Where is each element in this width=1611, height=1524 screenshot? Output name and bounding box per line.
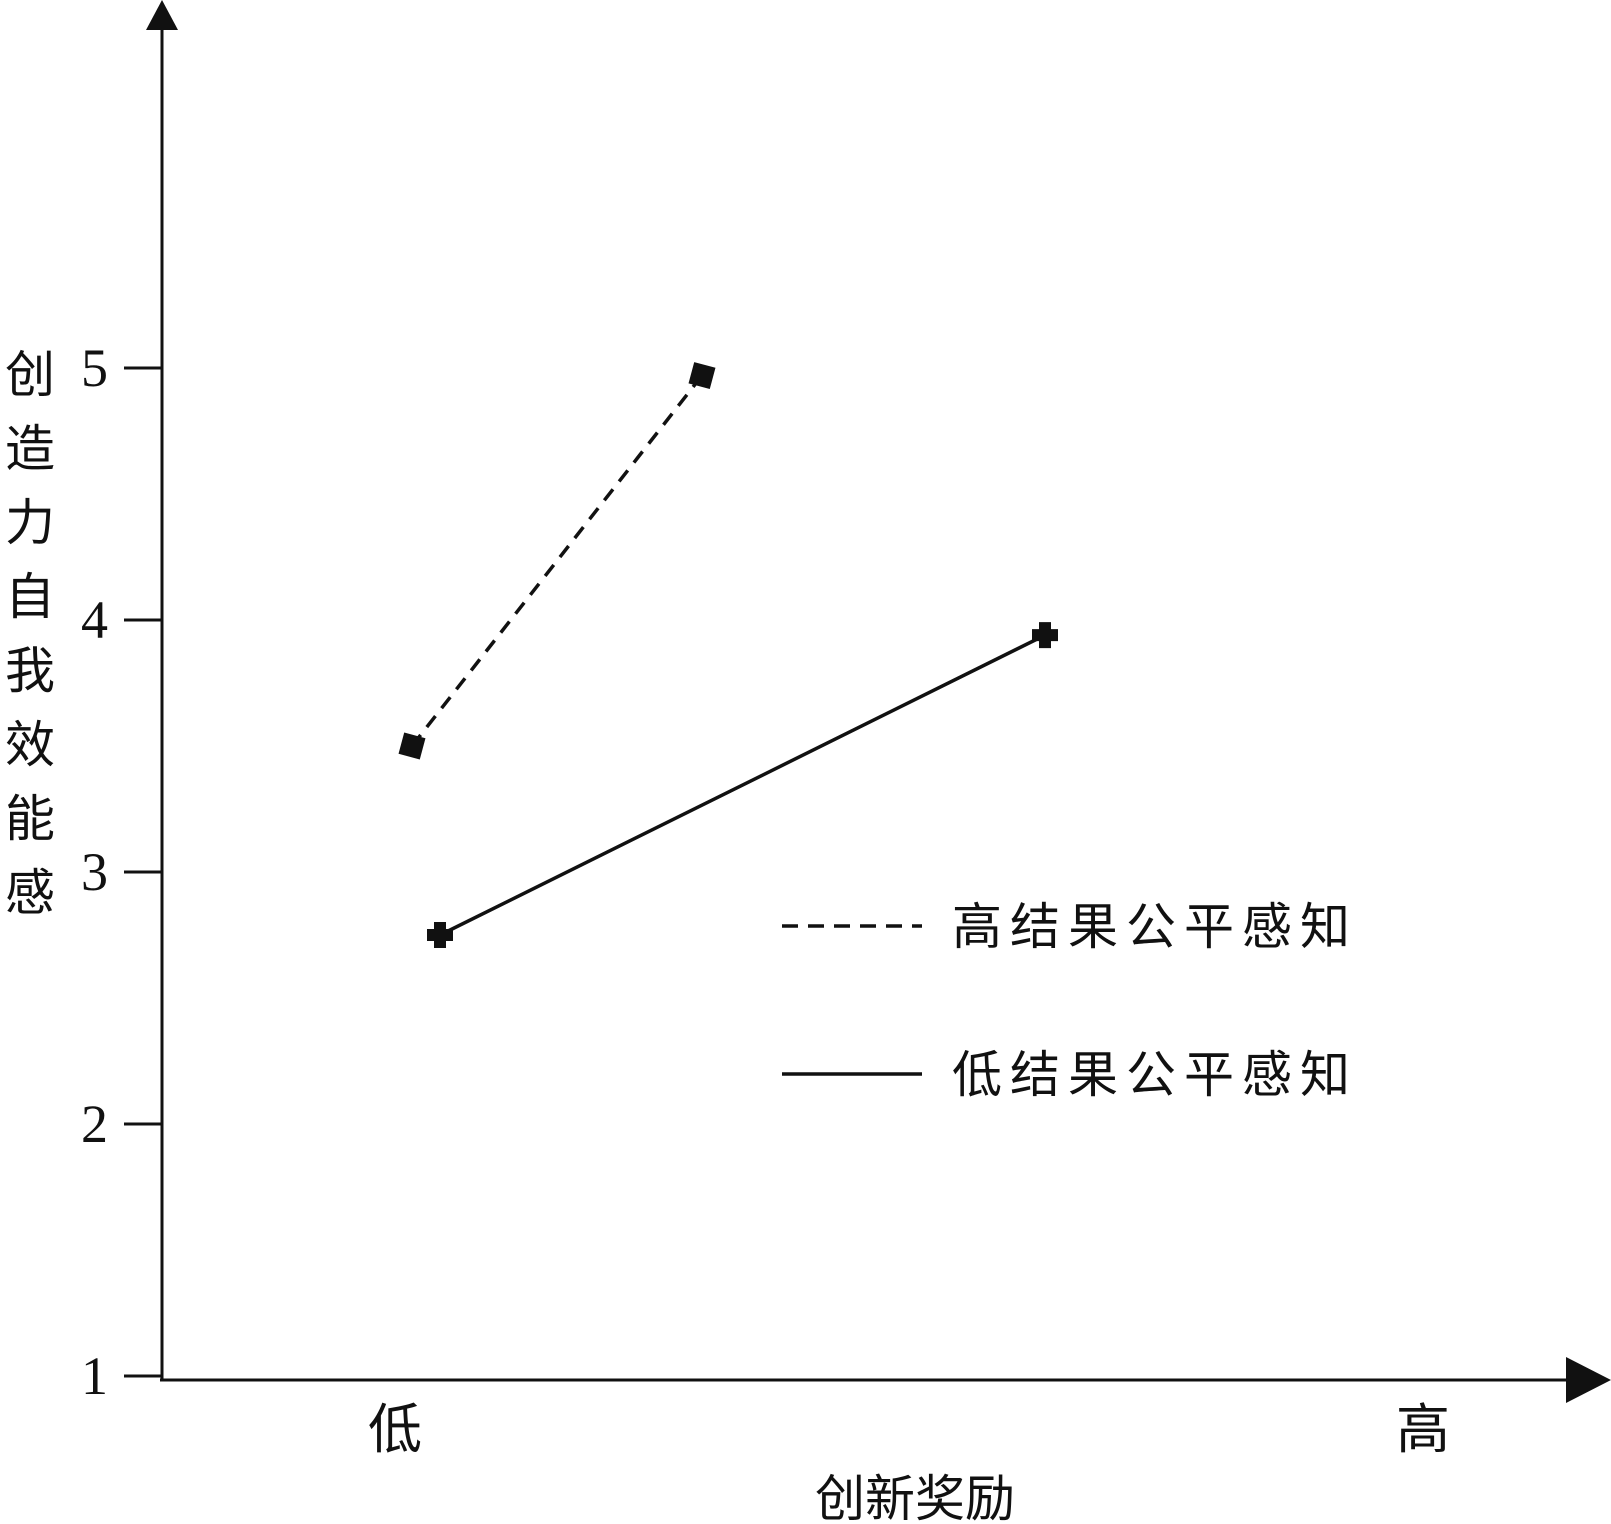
series-layer	[398, 362, 1058, 948]
series-line	[439, 633, 1046, 937]
data-point	[688, 362, 716, 390]
y-tick-label: 1	[81, 1346, 108, 1406]
x-axis-title: 创新奖励	[815, 1471, 1015, 1524]
series-2	[427, 622, 1058, 948]
y-axis-arrow	[146, 0, 178, 30]
data-point	[427, 922, 453, 948]
x-categories: 低高	[368, 1400, 1450, 1460]
data-point	[398, 732, 426, 760]
x-category-label: 低	[368, 1400, 422, 1460]
y-axis-title: 创造力自我效能感	[5, 347, 55, 921]
series-line	[410, 374, 704, 748]
data-point	[1032, 622, 1058, 649]
y-tick-label: 4	[81, 590, 108, 650]
series-1	[398, 362, 716, 760]
y-tick-label: 3	[81, 842, 108, 902]
legend-label: 低结果公平感知	[952, 1047, 1358, 1103]
x-category-label: 高	[1396, 1400, 1450, 1460]
legend-label: 高结果公平感知	[952, 899, 1358, 955]
y-ticks: 1 2 3 4 5	[81, 338, 162, 1406]
y-tick-label: 5	[81, 338, 108, 398]
y-tick-label: 2	[81, 1094, 108, 1154]
axes	[146, 0, 1611, 1403]
x-axis-arrow	[1566, 1357, 1611, 1403]
